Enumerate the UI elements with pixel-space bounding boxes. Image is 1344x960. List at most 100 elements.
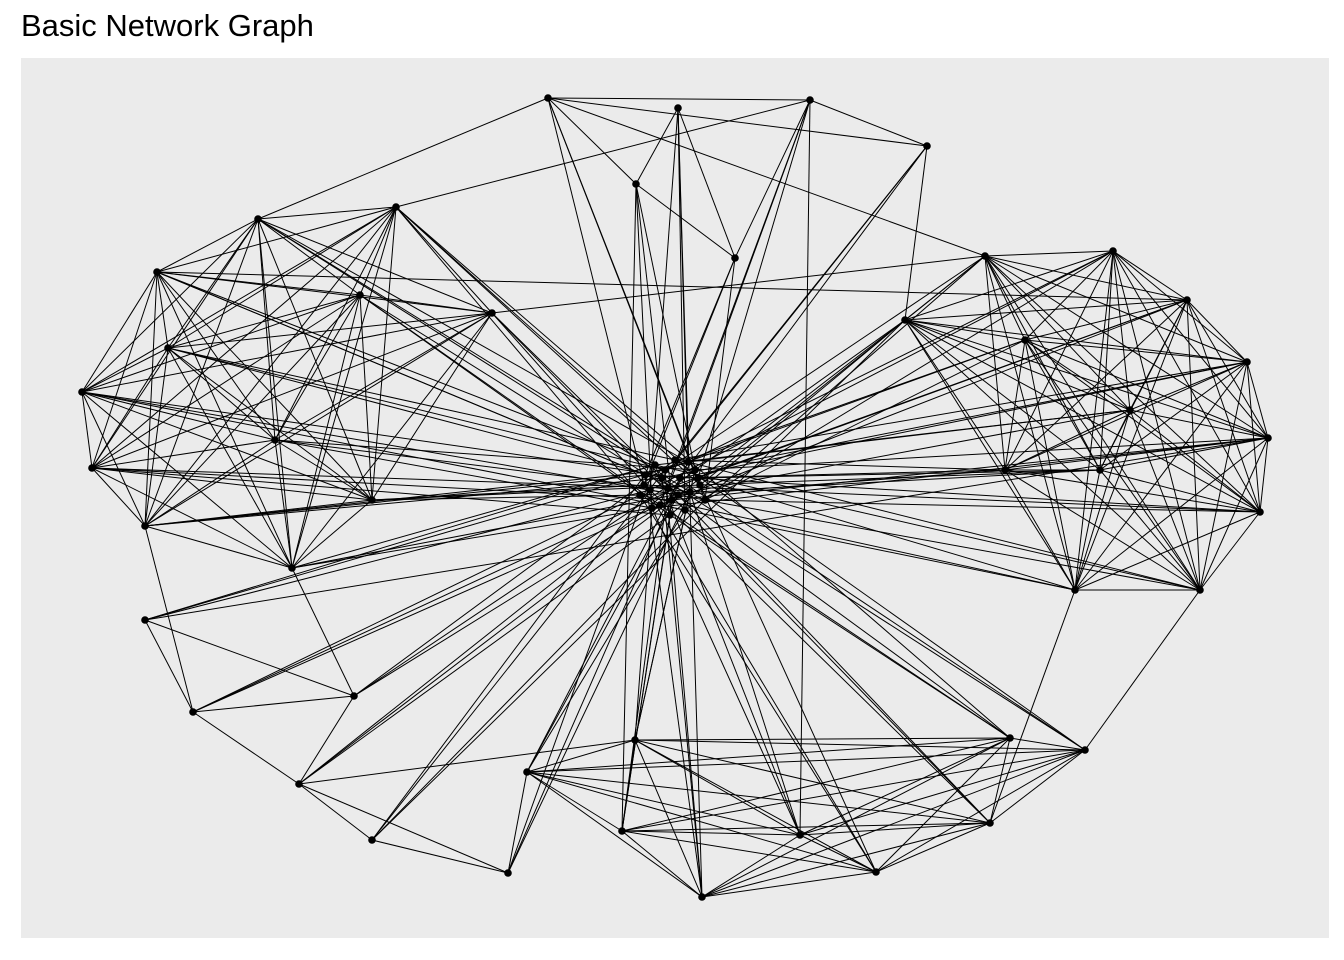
edge bbox=[1129, 409, 1201, 591]
edge bbox=[689, 409, 1131, 493]
edge bbox=[799, 834, 877, 873]
edge bbox=[91, 347, 169, 469]
node bbox=[1021, 336, 1029, 344]
edge bbox=[257, 218, 493, 314]
edge bbox=[659, 299, 1188, 506]
node bbox=[681, 506, 689, 514]
edge bbox=[491, 312, 679, 496]
node bbox=[1256, 508, 1264, 516]
edge bbox=[298, 739, 636, 785]
edge bbox=[634, 739, 703, 898]
edge bbox=[644, 474, 703, 898]
edge bbox=[989, 749, 1086, 824]
edge bbox=[621, 822, 991, 832]
edge bbox=[81, 347, 169, 393]
edge bbox=[701, 834, 801, 898]
edge bbox=[91, 467, 673, 501]
edge bbox=[679, 361, 1248, 479]
edge bbox=[677, 494, 991, 824]
node bbox=[1006, 734, 1014, 742]
edge bbox=[1129, 361, 1248, 411]
edge bbox=[671, 319, 906, 501]
edge bbox=[81, 391, 681, 479]
edge bbox=[621, 830, 801, 836]
edge bbox=[664, 469, 1086, 751]
node bbox=[731, 254, 739, 262]
edge bbox=[395, 206, 699, 479]
node bbox=[671, 456, 679, 464]
edge bbox=[799, 99, 811, 836]
edge bbox=[667, 99, 811, 489]
edge bbox=[661, 477, 703, 898]
edge bbox=[144, 619, 355, 697]
edge bbox=[904, 319, 1026, 341]
node bbox=[636, 491, 644, 499]
edge bbox=[701, 737, 1011, 898]
edge bbox=[659, 504, 1076, 591]
node bbox=[504, 869, 512, 877]
edge bbox=[634, 739, 991, 824]
edge bbox=[904, 145, 928, 321]
edge bbox=[274, 439, 293, 569]
node bbox=[661, 466, 669, 474]
edge bbox=[359, 206, 397, 296]
edge bbox=[291, 464, 656, 569]
node bbox=[901, 316, 909, 324]
edge bbox=[371, 494, 641, 501]
edge bbox=[1074, 250, 1114, 591]
edge bbox=[1084, 589, 1201, 751]
edge bbox=[359, 294, 671, 516]
edge bbox=[984, 250, 1114, 257]
edge bbox=[81, 391, 276, 441]
edge bbox=[156, 271, 169, 349]
edge bbox=[701, 871, 877, 898]
edge bbox=[639, 469, 1101, 496]
edge bbox=[547, 97, 701, 486]
edge bbox=[371, 839, 509, 874]
edge bbox=[507, 771, 528, 874]
node bbox=[696, 481, 704, 489]
edge bbox=[1004, 299, 1188, 471]
edge bbox=[669, 319, 906, 516]
edge bbox=[547, 97, 986, 257]
edge bbox=[644, 339, 1026, 476]
edge bbox=[984, 255, 1076, 591]
edge bbox=[257, 218, 689, 463]
edge bbox=[621, 830, 877, 873]
edge bbox=[984, 255, 1101, 471]
node bbox=[631, 736, 639, 744]
edge bbox=[904, 319, 1248, 363]
edge bbox=[1024, 339, 1248, 363]
edge bbox=[507, 464, 656, 874]
node bbox=[271, 436, 279, 444]
edge bbox=[395, 206, 1011, 739]
edge bbox=[1004, 469, 1261, 513]
edge bbox=[167, 347, 276, 441]
chart-title: Basic Network Graph bbox=[21, 8, 314, 43]
edge bbox=[526, 771, 991, 824]
edge bbox=[643, 484, 877, 873]
edge bbox=[274, 294, 361, 441]
edge bbox=[91, 467, 373, 501]
node bbox=[141, 616, 149, 624]
node bbox=[1081, 746, 1089, 754]
edge bbox=[1024, 299, 1188, 341]
edge bbox=[661, 477, 1086, 751]
edge bbox=[799, 737, 1011, 836]
edge bbox=[291, 312, 493, 569]
node bbox=[1183, 296, 1191, 304]
edge bbox=[156, 271, 666, 471]
edge bbox=[257, 218, 373, 501]
edge bbox=[144, 461, 689, 621]
edge bbox=[395, 206, 493, 314]
edge bbox=[81, 391, 373, 501]
edge bbox=[687, 250, 1114, 463]
edge bbox=[1024, 339, 1269, 439]
edge bbox=[635, 183, 653, 509]
edge bbox=[371, 499, 706, 841]
edge bbox=[144, 525, 293, 569]
edge bbox=[291, 567, 355, 697]
edge bbox=[687, 461, 1201, 591]
edge bbox=[701, 822, 991, 898]
node bbox=[1243, 358, 1251, 366]
